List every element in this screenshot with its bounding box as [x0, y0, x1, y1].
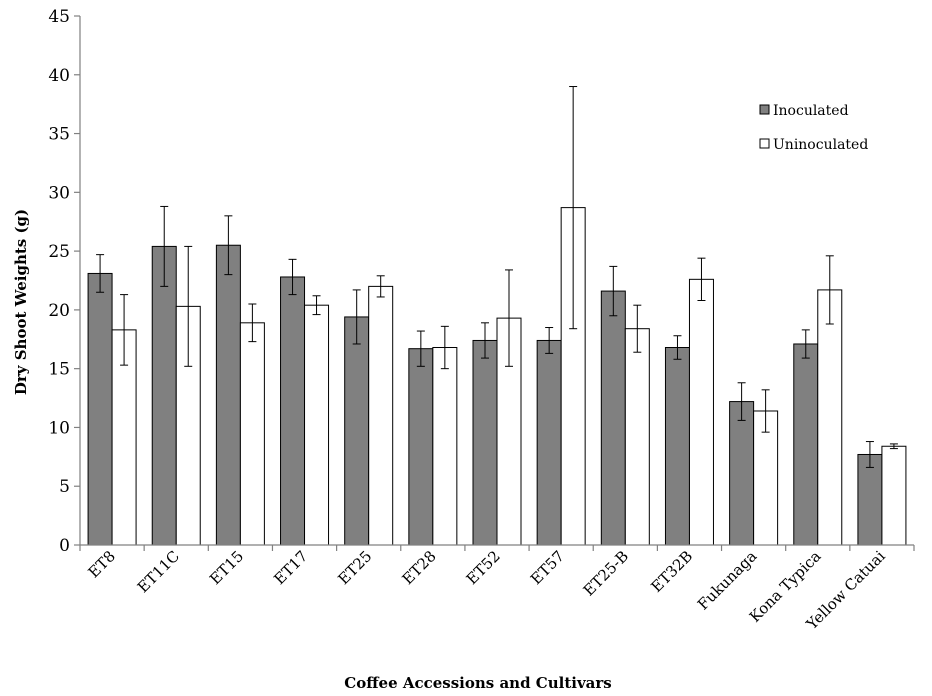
- bar-inoculated: [472, 339, 498, 546]
- y-tick-label: 45: [48, 7, 70, 27]
- bar-uninoculated: [239, 322, 265, 546]
- legend: Inoculated Uninoculated: [759, 103, 868, 153]
- bar-uninoculated: [304, 304, 330, 546]
- x-axis-ticks: ET8 ET11C ET15 ET17 ET25 ET28 ET52 ET57 ET25-B ET…: [79, 545, 915, 634]
- bar-inoculated: [280, 276, 306, 546]
- x-tick-label: ET52: [463, 547, 504, 588]
- bar-uninoculated: [688, 278, 714, 546]
- y-tick-label: 30: [48, 183, 70, 203]
- y-tick-label: 15: [48, 360, 70, 380]
- y-tick-label: 5: [59, 477, 70, 497]
- legend-label: Inoculated: [773, 103, 849, 119]
- x-axis-title: Coffee Accessions and Cultivars: [344, 674, 611, 692]
- bar-inoculated: [536, 339, 562, 546]
- bar-inoculated: [151, 245, 177, 546]
- bar-uninoculated: [753, 410, 779, 546]
- legend-label: Uninoculated: [773, 137, 868, 153]
- bar-inoculated: [729, 401, 755, 546]
- x-tick-label: Fukunaga: [694, 547, 760, 613]
- bar-inoculated: [344, 316, 370, 546]
- x-tick-label: ET28: [399, 547, 440, 588]
- x-tick-label: ET17: [270, 547, 311, 588]
- y-tick-label: 25: [48, 242, 70, 262]
- y-tick-label: 35: [48, 125, 70, 145]
- x-tick-label: ET32B: [647, 547, 696, 596]
- y-tick-label: 10: [48, 418, 70, 438]
- x-tick-label: ET15: [206, 547, 247, 588]
- y-tick-label: 40: [48, 66, 70, 86]
- error-bars: [96, 86, 898, 468]
- x-tick-label: ET25: [334, 547, 375, 588]
- bar-uninoculated: [432, 347, 458, 546]
- bar-uninoculated: [624, 328, 650, 546]
- bar-uninoculated: [368, 285, 394, 546]
- legend-swatch-uninoculated: [759, 138, 770, 149]
- bar-uninoculated: [881, 445, 907, 546]
- x-tick-label: ET11C: [134, 547, 183, 596]
- bar-inoculated: [215, 244, 241, 546]
- y-axis-ticks: 0 5 10 15 20 25 30 35 40 45: [48, 7, 80, 556]
- x-tick-label: ET25-B: [580, 547, 632, 599]
- bar-inoculated: [857, 453, 883, 546]
- y-tick-label: 0: [59, 536, 70, 556]
- y-axis-title: Dry Shoot Weights (g): [12, 209, 30, 395]
- bar-inoculated: [408, 348, 434, 546]
- legend-swatch-inoculated: [759, 104, 770, 115]
- bar-inoculated: [87, 272, 113, 546]
- bar-inoculated: [793, 343, 819, 546]
- bar-inoculated: [600, 290, 626, 546]
- bars: [87, 207, 907, 546]
- x-tick-label: ET57: [527, 547, 568, 588]
- y-tick-label: 20: [48, 301, 70, 321]
- bar-inoculated: [664, 347, 690, 546]
- bar-uninoculated: [817, 289, 843, 546]
- x-tick-label: ET8: [85, 547, 119, 581]
